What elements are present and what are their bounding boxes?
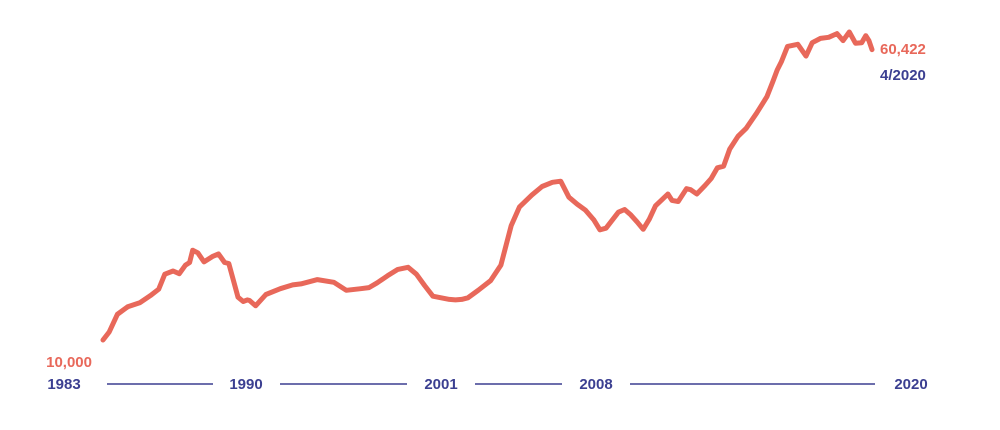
end-value-label: 60,422 — [880, 41, 926, 58]
start-value-label: 10,000 — [46, 354, 92, 371]
xaxis-label-1990: 1990 — [229, 376, 262, 393]
xaxis-label-2020: 2020 — [894, 376, 927, 393]
xaxis-label-2001: 2001 — [424, 376, 457, 393]
end-date-label: 4/2020 — [880, 67, 926, 84]
xaxis-label-2008: 2008 — [579, 376, 612, 393]
series-line — [100, 29, 875, 343]
xaxis-label-1983: 1983 — [47, 376, 80, 393]
